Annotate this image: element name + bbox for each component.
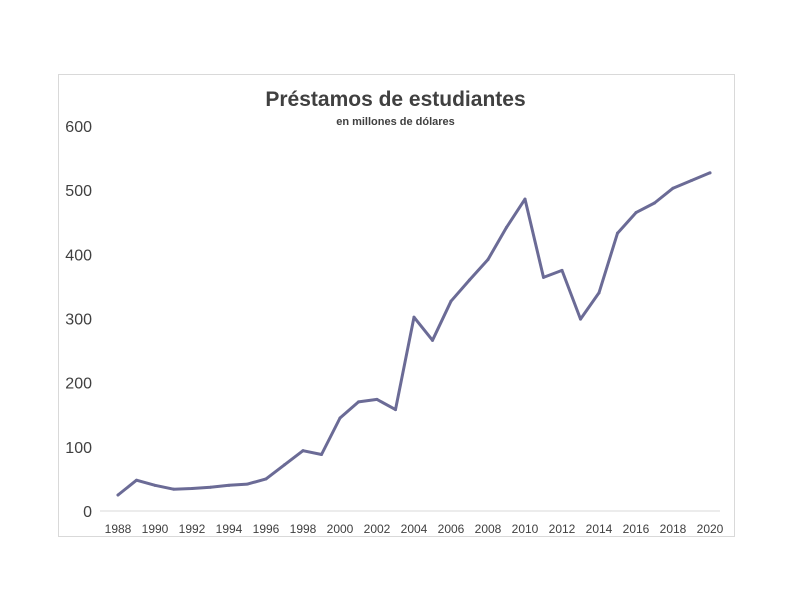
data-point: [671, 186, 675, 190]
data-point: [560, 268, 564, 272]
data-point: [431, 338, 434, 342]
x-tick-label: 2018: [660, 522, 687, 536]
y-tick-label: 400: [65, 247, 92, 264]
data-point: [394, 408, 397, 412]
data-point: [505, 225, 508, 229]
y-tick-label: 0: [83, 504, 92, 521]
data-point: [209, 485, 212, 489]
data-point: [283, 463, 286, 467]
x-tick-label: 2006: [438, 522, 465, 536]
data-point: [227, 483, 231, 487]
x-tick-label: 2014: [586, 522, 613, 536]
data-point: [338, 416, 342, 420]
chart-area: [58, 74, 735, 537]
data-point: [264, 477, 268, 481]
x-tick-label: 1988: [105, 522, 132, 536]
series-line: [116, 171, 712, 497]
data-point: [172, 487, 175, 491]
x-tick-label: 2010: [512, 522, 539, 536]
y-tick-label: 300: [65, 312, 92, 329]
x-tick-label: 1998: [290, 522, 317, 536]
data-point: [468, 278, 471, 282]
x-tick-label: 2012: [549, 522, 576, 536]
x-tick-label: 2020: [697, 522, 724, 536]
data-point: [653, 201, 656, 205]
data-point: [357, 400, 360, 404]
x-tick-label: 1992: [179, 522, 206, 536]
data-point: [708, 171, 712, 175]
x-tick-label: 1994: [216, 522, 243, 536]
data-point: [616, 231, 619, 235]
data-point: [542, 275, 545, 279]
data-point: [320, 453, 323, 457]
data-point: [412, 315, 416, 319]
data-point: [449, 299, 453, 303]
data-point: [597, 291, 601, 295]
data-point: [634, 211, 638, 215]
data-point: [190, 487, 194, 491]
y-tick-label: 600: [65, 119, 92, 136]
data-point: [523, 197, 527, 201]
x-tick-label: 2002: [364, 522, 391, 536]
chart-title: Préstamos de estudiantes: [265, 88, 526, 111]
data-point: [153, 483, 157, 487]
x-tick-label: 2016: [623, 522, 650, 536]
y-tick-label: 100: [65, 440, 92, 457]
y-tick-label: 200: [65, 376, 92, 393]
data-point: [690, 179, 693, 183]
x-tick-label: 1996: [253, 522, 280, 536]
data-point: [301, 449, 305, 453]
data-point: [486, 257, 490, 261]
x-tick-label: 2004: [401, 522, 428, 536]
chart-subtitle: en millones de dólares: [336, 116, 455, 128]
data-point: [246, 482, 249, 486]
data-point: [135, 478, 138, 482]
x-tick-label: 1990: [142, 522, 169, 536]
data-point: [375, 397, 379, 401]
x-tick-label: 2008: [475, 522, 502, 536]
x-tick-label: 2000: [327, 522, 354, 536]
data-point: [579, 317, 582, 321]
data-point: [116, 493, 120, 497]
y-tick-label: 500: [65, 183, 92, 200]
